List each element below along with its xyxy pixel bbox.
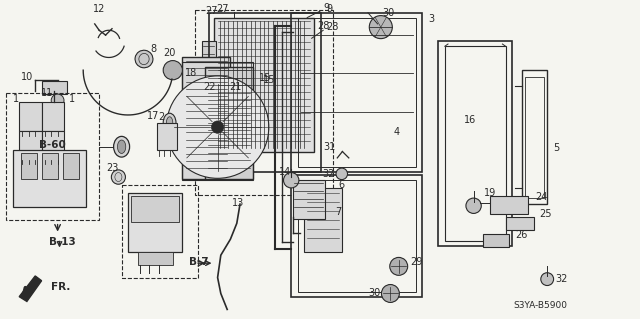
Text: 8: 8 <box>150 44 157 55</box>
Text: 26: 26 <box>515 230 528 241</box>
Bar <box>42 131 64 160</box>
Bar <box>195 10 333 195</box>
Polygon shape <box>19 276 42 301</box>
Text: B-13: B-13 <box>49 237 76 248</box>
Ellipse shape <box>111 170 125 184</box>
Circle shape <box>336 168 348 180</box>
Text: 31: 31 <box>323 142 335 152</box>
Text: 30: 30 <box>382 8 395 18</box>
Text: 7: 7 <box>335 207 341 217</box>
Text: 15: 15 <box>259 73 272 83</box>
Text: 12: 12 <box>93 4 106 14</box>
Bar <box>157 123 177 150</box>
Circle shape <box>381 285 399 302</box>
Text: 11: 11 <box>40 87 53 98</box>
Text: 28: 28 <box>326 22 339 32</box>
Bar <box>438 41 512 246</box>
Text: 9: 9 <box>326 4 333 14</box>
Bar <box>490 196 528 214</box>
Text: 32: 32 <box>323 169 335 179</box>
Text: 9: 9 <box>323 3 330 13</box>
Ellipse shape <box>114 137 129 157</box>
Text: 29: 29 <box>410 256 422 267</box>
Bar <box>42 153 58 179</box>
Bar <box>13 150 86 207</box>
Text: 4: 4 <box>394 127 400 137</box>
Ellipse shape <box>163 113 176 132</box>
Circle shape <box>541 273 554 286</box>
Ellipse shape <box>166 117 173 129</box>
Circle shape <box>390 257 408 275</box>
Bar <box>522 70 547 204</box>
Circle shape <box>466 198 481 213</box>
Ellipse shape <box>118 140 125 153</box>
Text: 21: 21 <box>229 82 242 92</box>
Bar <box>202 41 216 70</box>
Bar <box>445 46 506 241</box>
Circle shape <box>166 76 269 178</box>
Text: S3YA-B5900: S3YA-B5900 <box>514 301 568 310</box>
Text: 6: 6 <box>339 180 345 190</box>
Bar <box>42 102 64 131</box>
Circle shape <box>369 16 392 39</box>
Bar <box>291 13 422 172</box>
Bar <box>19 131 42 160</box>
Bar <box>128 193 182 252</box>
Text: 1: 1 <box>68 94 75 104</box>
Text: 20: 20 <box>163 48 176 58</box>
Text: 25: 25 <box>539 209 552 219</box>
Text: 17: 17 <box>147 111 160 122</box>
Text: 1: 1 <box>13 94 19 104</box>
Circle shape <box>163 61 182 80</box>
Bar <box>209 13 321 172</box>
Text: 24: 24 <box>535 192 548 202</box>
Bar <box>63 153 79 179</box>
Text: 23: 23 <box>106 163 118 174</box>
Text: 5: 5 <box>554 143 560 153</box>
Bar <box>483 234 509 247</box>
Bar <box>205 67 253 179</box>
Bar <box>182 57 230 179</box>
Text: 15: 15 <box>262 75 275 85</box>
Text: B-60: B-60 <box>39 140 66 150</box>
Bar <box>19 102 42 131</box>
Text: 27: 27 <box>205 6 218 16</box>
Text: 22: 22 <box>204 82 216 92</box>
Text: 2: 2 <box>158 112 164 122</box>
Bar <box>291 175 422 297</box>
Bar <box>6 93 99 220</box>
Bar <box>122 185 198 278</box>
Bar <box>42 81 67 94</box>
Text: 27: 27 <box>216 4 229 14</box>
Bar <box>293 180 325 219</box>
Bar <box>304 188 342 252</box>
Text: 3: 3 <box>428 13 435 24</box>
Ellipse shape <box>135 50 153 68</box>
Circle shape <box>51 94 64 107</box>
Text: 10: 10 <box>20 71 33 82</box>
Bar <box>298 180 416 292</box>
Text: 14: 14 <box>278 167 291 177</box>
Text: 28: 28 <box>317 21 330 31</box>
Bar <box>506 217 534 230</box>
Text: 32: 32 <box>556 274 568 284</box>
Text: B-7: B-7 <box>189 256 208 267</box>
Text: 18: 18 <box>184 68 197 78</box>
Bar <box>21 153 37 179</box>
Text: 16: 16 <box>463 115 476 125</box>
Bar <box>298 18 416 167</box>
Bar <box>138 252 173 265</box>
Circle shape <box>284 173 299 188</box>
Bar <box>525 77 544 198</box>
Bar <box>182 62 253 180</box>
Bar <box>214 18 314 152</box>
Text: 13: 13 <box>232 197 244 208</box>
Text: 19: 19 <box>483 188 496 198</box>
Circle shape <box>211 121 224 133</box>
Text: 30: 30 <box>368 288 381 299</box>
Text: FR.: FR. <box>51 282 70 292</box>
Bar <box>131 196 179 222</box>
